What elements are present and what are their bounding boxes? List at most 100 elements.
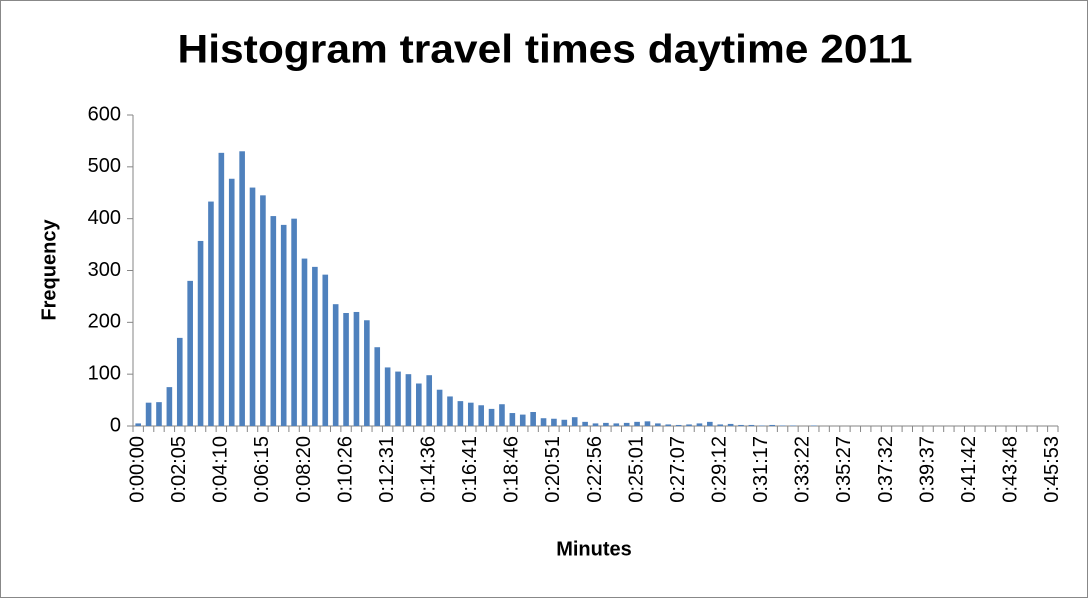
bar (364, 320, 370, 426)
bar (592, 423, 599, 426)
bar (312, 266, 318, 426)
bar (249, 187, 256, 426)
bar (156, 402, 162, 426)
y-tick-label: 400 (88, 207, 121, 229)
bar (582, 421, 588, 426)
x-tick-label: 0:39:37 (916, 436, 938, 503)
bar (769, 424, 775, 426)
x-tick-label: 0:06:15 (251, 436, 273, 503)
bar (270, 216, 277, 426)
y-tick-label: 500 (88, 155, 121, 177)
bar (426, 375, 433, 426)
bar (738, 424, 744, 426)
bar (301, 258, 308, 426)
bar (218, 152, 225, 427)
bar (571, 417, 578, 426)
bar (467, 402, 474, 426)
bar (457, 401, 464, 426)
x-tick-label: 0:08:20 (293, 436, 315, 503)
bar (197, 240, 204, 426)
chart-title: Histogram travel times daytime 2011 (178, 28, 913, 72)
x-tick-label: 0:04:10 (210, 436, 232, 503)
bar (322, 274, 329, 426)
bar (145, 402, 152, 426)
bar (707, 421, 713, 426)
bar (790, 425, 796, 426)
bar (208, 201, 214, 426)
x-tick-label: 0:25:01 (625, 436, 647, 503)
bar (384, 367, 391, 426)
bar (696, 423, 703, 426)
bar (613, 423, 620, 426)
x-tick-label: 0:29:12 (709, 436, 731, 503)
y-tick-label: 200 (88, 311, 121, 333)
bar (353, 311, 360, 426)
x-tick-label: 0:43:48 (1000, 436, 1022, 503)
x-tick-label: 0:18:46 (501, 436, 523, 503)
x-tick-label: 0:00:00 (126, 436, 148, 503)
bar (447, 396, 453, 426)
x-tick-label: 0:35:27 (833, 436, 855, 503)
bar (644, 421, 651, 426)
bar (395, 371, 401, 426)
bar (675, 424, 682, 426)
y-tick-label: 0 (110, 414, 121, 436)
bar (176, 337, 183, 426)
bar (187, 280, 193, 426)
bar (623, 422, 630, 426)
bar (478, 405, 484, 426)
bar (519, 414, 526, 426)
bar (332, 304, 339, 426)
x-tick-label: 0:10:26 (334, 436, 356, 503)
bar (717, 424, 724, 426)
bar (499, 404, 505, 426)
bar (416, 383, 422, 426)
x-axis-label: Minutes (556, 538, 632, 560)
x-tick-label: 0:45:53 (1041, 436, 1063, 503)
x-tick-label: 0:22:56 (584, 436, 606, 503)
bar (509, 413, 516, 426)
bar (779, 425, 786, 426)
x-tick-label: 0:12:31 (376, 436, 398, 503)
y-tick-label: 600 (88, 103, 121, 125)
x-tick-label: 0:41:42 (958, 436, 980, 503)
bar (758, 425, 765, 426)
bar (166, 387, 173, 426)
bar (655, 423, 661, 426)
x-tick-label: 0:20:51 (542, 436, 564, 503)
bar (551, 418, 557, 426)
bar (488, 408, 495, 426)
bar (291, 218, 297, 426)
bar (810, 425, 817, 426)
bar (405, 374, 412, 426)
bar (228, 178, 235, 426)
bar (280, 224, 287, 426)
x-tick-label: 0:37:32 (875, 436, 897, 503)
bar (727, 423, 734, 426)
bar (603, 422, 609, 426)
x-tick-label: 0:31:17 (750, 436, 772, 503)
bar (260, 195, 266, 426)
x-tick-label: 0:27:07 (667, 436, 689, 503)
y-axis-label: Frequency (38, 219, 60, 321)
bar (239, 151, 245, 427)
bar (436, 389, 443, 426)
bar (135, 423, 142, 426)
bar (530, 412, 536, 426)
x-tick-label: 0:16:41 (459, 436, 481, 503)
bar (665, 424, 672, 426)
bar (634, 421, 640, 426)
bar (748, 424, 755, 426)
y-tick-label: 100 (88, 362, 121, 384)
bar (540, 418, 547, 426)
bar (561, 419, 568, 426)
x-tick-label: 0:14:36 (417, 436, 439, 503)
x-tick-label: 0:33:22 (792, 436, 814, 503)
bar (343, 313, 349, 426)
bar (374, 347, 381, 426)
x-tick-label: 0:02:05 (168, 436, 190, 503)
y-tick-label: 300 (88, 259, 121, 281)
bar (686, 424, 692, 426)
